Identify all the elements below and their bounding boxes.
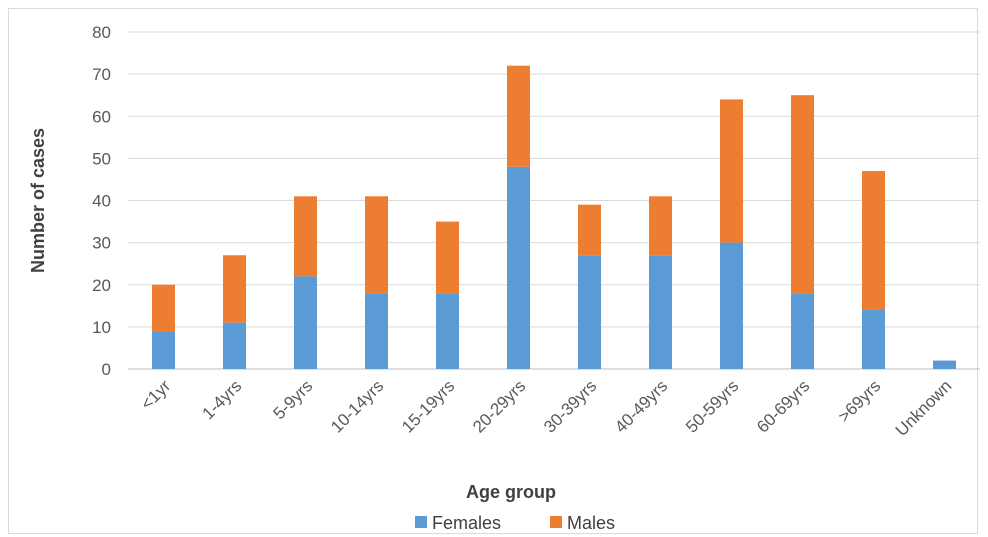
x-tick-label: >69yrs bbox=[834, 376, 884, 426]
x-tick-label: 40-49yrs bbox=[611, 376, 671, 436]
legend: Females Males bbox=[415, 513, 615, 533]
bar-males-2 bbox=[294, 196, 317, 277]
y-tick-label: 40 bbox=[92, 192, 111, 211]
bar-females-6 bbox=[578, 255, 601, 369]
bar-males-10 bbox=[862, 171, 885, 311]
x-tick-label: 20-29yrs bbox=[469, 376, 529, 436]
x-tick-label: 50-59yrs bbox=[682, 376, 742, 436]
legend-swatch-females bbox=[415, 516, 427, 528]
legend-swatch-males bbox=[550, 516, 562, 528]
bar-males-1 bbox=[223, 255, 246, 323]
bar-females-11 bbox=[933, 360, 956, 369]
bars bbox=[152, 65, 956, 369]
bar-males-5 bbox=[507, 65, 530, 167]
y-tick-label: 0 bbox=[102, 360, 111, 379]
x-tick-label: 1-4yrs bbox=[198, 376, 245, 423]
bar-males-7 bbox=[649, 196, 672, 256]
y-tick-label: 80 bbox=[92, 23, 111, 42]
bar-females-8 bbox=[720, 242, 743, 369]
x-tick-label: 60-69yrs bbox=[753, 376, 813, 436]
bar-males-9 bbox=[791, 95, 814, 294]
bar-females-7 bbox=[649, 255, 672, 369]
bar-males-0 bbox=[152, 284, 175, 332]
x-tick-label: <1yr bbox=[137, 376, 174, 413]
bar-males-8 bbox=[720, 99, 743, 243]
x-tick-label: 5-9yrs bbox=[269, 376, 316, 423]
chart-frame bbox=[8, 8, 978, 534]
gridlines bbox=[128, 31, 980, 370]
x-tick-label: 30-39yrs bbox=[540, 376, 600, 436]
y-tick-label: 20 bbox=[92, 276, 111, 295]
y-tick-label: 70 bbox=[92, 65, 111, 84]
legend-label-females: Females bbox=[432, 513, 501, 533]
bar-males-3 bbox=[365, 196, 388, 294]
legend-label-males: Males bbox=[567, 513, 615, 533]
bar-females-1 bbox=[223, 322, 246, 369]
x-tick-label: 15-19yrs bbox=[398, 376, 458, 436]
y-tick-label: 50 bbox=[92, 149, 111, 168]
x-tick-label: 10-14yrs bbox=[327, 376, 387, 436]
bar-females-10 bbox=[862, 310, 885, 369]
bar-females-4 bbox=[436, 293, 459, 369]
y-tick-label: 30 bbox=[92, 234, 111, 253]
bar-females-9 bbox=[791, 293, 814, 369]
y-tick-label: 60 bbox=[92, 107, 111, 126]
x-tick-label: Unknown bbox=[892, 376, 956, 440]
bar-males-6 bbox=[578, 204, 601, 256]
bar-males-4 bbox=[436, 221, 459, 294]
x-axis-title: Age group bbox=[466, 482, 556, 502]
x-tick-labels: <1yr 1-4yrs 5-9yrs 10-14yrs 15-19yrs 20-29yrs… bbox=[137, 376, 955, 440]
bar-females-0 bbox=[152, 331, 175, 369]
y-axis-title: Number of cases bbox=[28, 128, 48, 273]
y-tick-label: 10 bbox=[92, 318, 111, 337]
y-tick-labels: 0 10 20 30 40 50 60 70 80 bbox=[92, 23, 111, 379]
bar-females-2 bbox=[294, 276, 317, 369]
bar-females-5 bbox=[507, 166, 530, 369]
bar-females-3 bbox=[365, 293, 388, 369]
